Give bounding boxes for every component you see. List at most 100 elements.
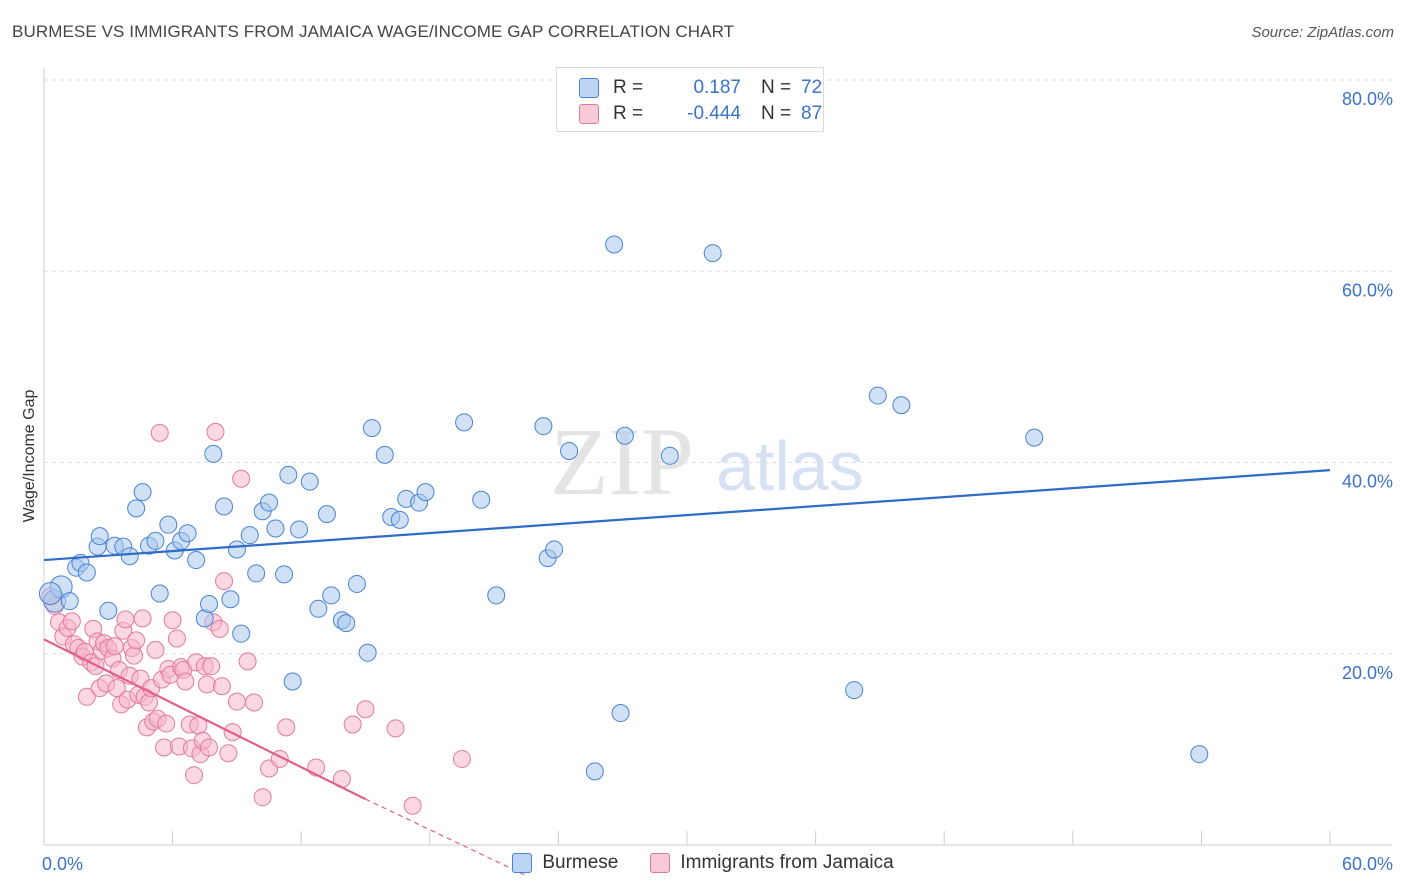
legend-row-burmese: R = 0.187 N = 72: [579, 76, 822, 100]
data-point-burmese: [178, 524, 197, 543]
data-point-burmese: [146, 531, 165, 550]
data-point-burmese: [99, 601, 118, 620]
legend-n-label: N =: [761, 77, 792, 98]
legend-r-value: 0.187: [693, 77, 741, 98]
data-point-burmese: [127, 499, 146, 518]
data-point-burmese: [472, 490, 491, 509]
data-point-burmese: [150, 584, 169, 603]
data-point-jamaica: [146, 640, 165, 659]
pink-points: [41, 422, 471, 815]
data-point-burmese: [133, 483, 152, 502]
legend-swatch-pink: [650, 853, 671, 873]
data-point-burmese: [585, 762, 604, 781]
data-point-burmese: [358, 643, 377, 662]
data-point-burmese: [545, 540, 564, 559]
data-point-burmese: [290, 520, 309, 539]
data-point-jamaica: [219, 744, 238, 763]
legend-swatch-pink: [579, 104, 599, 124]
watermark-atlas: atlas: [716, 427, 864, 505]
data-point-burmese: [322, 586, 341, 605]
data-point-burmese: [845, 681, 864, 700]
data-point-jamaica: [105, 637, 124, 656]
data-point-jamaica: [212, 677, 231, 696]
data-point-burmese: [232, 624, 251, 643]
legend-label-jamaica: Immigrants from Jamaica: [680, 852, 894, 873]
data-point-jamaica: [167, 629, 186, 648]
data-point-burmese: [892, 396, 911, 415]
y-tick-label: 80.0%: [1342, 89, 1393, 109]
data-point-burmese: [283, 672, 302, 691]
data-point-burmese: [375, 445, 394, 464]
y-tick-label: 20.0%: [1342, 663, 1393, 683]
legend-n-value: 87: [801, 103, 823, 124]
data-point-burmese: [615, 426, 634, 445]
data-point-jamaica: [176, 672, 195, 691]
series-legend: Burmese Immigrants from Jamaica: [0, 852, 1406, 874]
data-point-jamaica: [227, 692, 246, 711]
data-point-jamaica: [185, 766, 204, 785]
data-point-burmese: [221, 590, 240, 609]
data-point-jamaica: [210, 619, 229, 638]
data-point-burmese: [266, 519, 285, 538]
x-tick-label: 60.0%: [1342, 854, 1393, 874]
data-point-burmese: [317, 505, 336, 524]
data-point-jamaica: [77, 687, 96, 706]
watermark: ZIP atlas: [550, 408, 864, 515]
data-point-jamaica: [245, 693, 264, 712]
data-point-jamaica: [206, 422, 225, 441]
data-point-burmese: [187, 551, 206, 570]
chart-title: BURMESE VS IMMIGRANTS FROM JAMAICA WAGE/…: [12, 22, 735, 41]
legend-swatch-blue: [512, 853, 533, 873]
legend-swatch-blue: [579, 78, 599, 98]
data-point-burmese: [275, 565, 294, 584]
data-point-burmese: [159, 515, 178, 534]
data-point-burmese: [309, 599, 328, 618]
data-point-burmese: [120, 547, 139, 566]
x-tick-label: 0.0%: [42, 854, 83, 874]
data-point-jamaica: [343, 715, 362, 734]
legend-item-burmese: Burmese: [512, 852, 618, 874]
data-point-jamaica: [253, 788, 272, 807]
data-point-burmese: [868, 386, 887, 405]
data-point-burmese: [703, 244, 722, 263]
data-point-burmese: [60, 592, 79, 611]
data-point-burmese: [611, 704, 630, 723]
data-point-burmese: [200, 595, 219, 614]
tick-labels: 20.0% 40.0% 60.0% 80.0% 0.0% 60.0%: [42, 89, 1393, 874]
data-point-burmese: [347, 574, 366, 593]
legend-label-burmese: Burmese: [542, 852, 619, 873]
data-point-burmese: [215, 497, 234, 516]
data-point-burmese: [390, 510, 409, 529]
trend-line-burmese: [43, 469, 1331, 562]
data-point-burmese: [90, 527, 109, 546]
y-tick-label: 60.0%: [1342, 280, 1393, 300]
data-point-burmese: [77, 563, 96, 582]
data-point-burmese: [660, 446, 679, 465]
legend-r-label: R =: [613, 103, 644, 124]
data-point-jamaica: [62, 612, 81, 631]
legend-row-jamaica: R = -0.444 N = 87: [579, 102, 822, 126]
data-point-jamaica: [215, 572, 234, 591]
legend-item-jamaica: Immigrants from Jamaica: [650, 852, 894, 874]
data-point-jamaica: [150, 423, 169, 442]
trend-line-jamaica: [43, 638, 366, 801]
trend-lines: [43, 469, 1331, 877]
data-point-jamaica: [200, 738, 219, 757]
axes: [43, 68, 1392, 846]
trend-line-jamaica-extension: [365, 798, 527, 877]
data-point-jamaica: [277, 718, 296, 737]
data-point-jamaica: [202, 657, 221, 676]
data-point-jamaica: [133, 609, 152, 628]
data-point-burmese: [337, 614, 356, 633]
data-point-jamaica: [116, 610, 135, 629]
data-point-jamaica: [127, 631, 146, 650]
y-tick-label: 40.0%: [1342, 472, 1393, 492]
data-point-burmese: [605, 235, 624, 254]
legend-n-label: N =: [761, 103, 792, 124]
data-point-burmese: [1190, 745, 1209, 764]
data-point-burmese: [487, 586, 506, 605]
data-point-jamaica: [163, 611, 182, 630]
data-point-burmese: [247, 564, 266, 583]
data-point-burmese: [1025, 428, 1044, 447]
legend-r-label: R =: [613, 77, 644, 98]
